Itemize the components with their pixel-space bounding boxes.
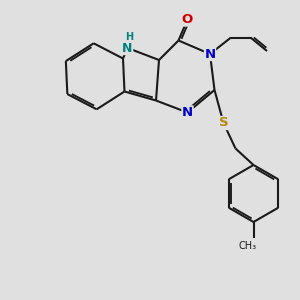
Text: S: S bbox=[219, 116, 228, 130]
Text: N: N bbox=[182, 106, 193, 119]
Text: N: N bbox=[122, 41, 133, 55]
Text: O: O bbox=[182, 13, 193, 26]
Text: CH₃: CH₃ bbox=[238, 241, 256, 251]
Text: H: H bbox=[125, 32, 133, 43]
Text: N: N bbox=[204, 47, 216, 61]
